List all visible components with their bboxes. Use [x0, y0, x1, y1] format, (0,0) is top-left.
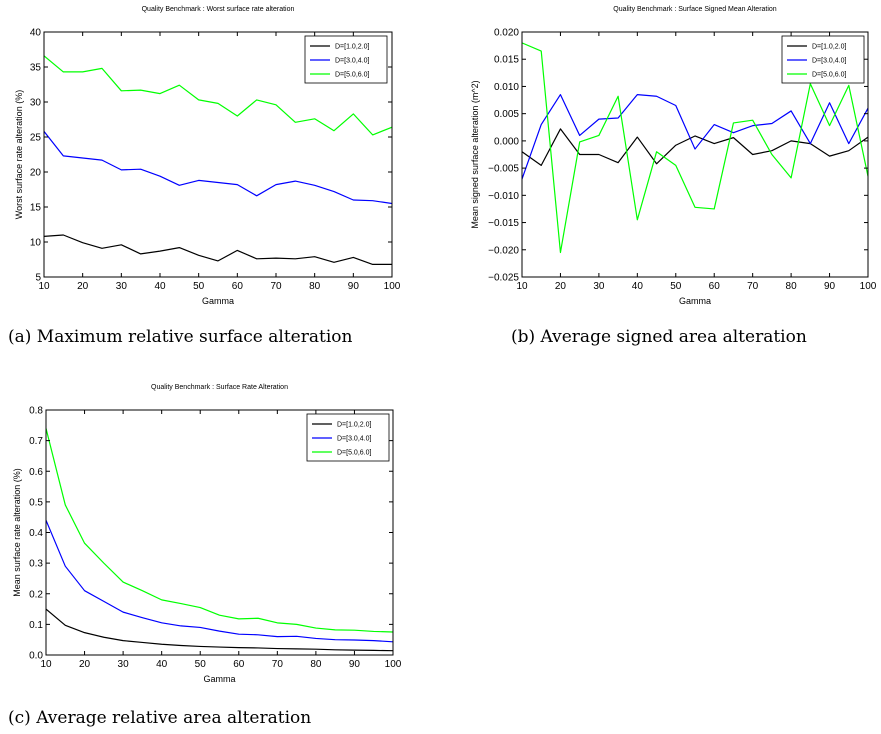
x-tick-label: 80 [309, 281, 321, 292]
x-tick-label: 10 [516, 281, 528, 292]
x-tick-label: 20 [555, 281, 567, 292]
x-tick-label: 40 [156, 659, 168, 670]
series-group [46, 428, 393, 652]
series-group [522, 42, 868, 254]
legend-label-3: D=[5.0,6.0] [337, 450, 371, 457]
x-tick-label: 20 [79, 659, 91, 670]
x-tick-label: 30 [118, 659, 130, 670]
plot-frame [521, 31, 869, 278]
chart-title: Quality Benchmark : Worst surface rate a… [142, 6, 295, 13]
y-tick-label: 15 [30, 203, 42, 214]
y-tick-label: −0.025 [488, 273, 519, 284]
x-tick-label: 30 [593, 281, 605, 292]
y-axis-label: Mean surface rate alteration (%) [12, 468, 22, 597]
x-tick-label: 50 [670, 281, 682, 292]
chart-b-svg: Quality Benchmark : Surface Signed Mean … [470, 6, 877, 306]
y-axis-label: Worst surface rate alteration (%) [14, 90, 24, 219]
y-axis-label: Mean signed surface alteration (m^2) [470, 80, 480, 228]
series-line-3 [44, 55, 392, 136]
x-tick-label: 80 [310, 659, 322, 670]
series-line-1 [46, 608, 393, 652]
y-tick-label: −0.020 [488, 245, 519, 256]
x-tick-label: 20 [77, 281, 89, 292]
chart-title: Quality Benchmark : Surface Signed Mean … [613, 6, 777, 13]
y-tick-label: 0.4 [29, 528, 43, 539]
x-tick-label: 100 [384, 281, 401, 292]
series-line-3 [522, 42, 868, 254]
y-tick-label: 25 [30, 133, 42, 144]
y-tick-label: 0.005 [494, 109, 519, 120]
y-tick-label: −0.005 [488, 164, 519, 175]
y-tick-label: 0.5 [29, 497, 43, 508]
y-tick-label: 0.8 [29, 406, 43, 417]
y-tick-label: 0.015 [494, 55, 519, 66]
x-tick-label: 50 [193, 281, 205, 292]
x-tick-label: 40 [154, 281, 166, 292]
x-tick-label: 50 [195, 659, 207, 670]
x-tick-label: 30 [116, 281, 128, 292]
caption-a: (a) Maximum relative surface alteration [8, 327, 353, 347]
chart-title: Quality Benchmark : Surface Rate Alterat… [151, 384, 288, 391]
y-tick-label: 40 [30, 28, 42, 39]
legend-label-2: D=[3.0,4.0] [812, 58, 846, 65]
y-tick-label: −0.015 [488, 218, 519, 229]
x-tick-label: 90 [349, 659, 361, 670]
y-tick-label: 20 [30, 168, 42, 179]
x-tick-label: 10 [40, 659, 52, 670]
plot-frame [43, 31, 393, 278]
y-tick-label: −0.010 [488, 191, 519, 202]
chart-b: Quality Benchmark : Surface Signed Mean … [440, 0, 881, 320]
chart-c: Quality Benchmark : Surface Rate Alterat… [0, 378, 440, 698]
legend-label-3: D=[5.0,6.0] [812, 72, 846, 79]
legend-label-2: D=[3.0,4.0] [335, 58, 369, 65]
x-tick-label: 90 [824, 281, 836, 292]
x-tick-label: 80 [786, 281, 798, 292]
y-tick-label: 0.3 [29, 559, 43, 570]
chart-c-svg: Quality Benchmark : Surface Rate Alterat… [12, 384, 402, 684]
x-tick-label: 100 [385, 659, 402, 670]
x-tick-label: 70 [270, 281, 282, 292]
y-tick-label: 0.7 [29, 436, 43, 447]
series-group [44, 55, 392, 265]
x-tick-label: 90 [348, 281, 360, 292]
x-tick-label: 60 [233, 659, 245, 670]
legend-label-1: D=[1.0,2.0] [812, 44, 846, 51]
y-tick-label: 0.000 [494, 136, 519, 147]
y-tick-label: 0.1 [29, 620, 43, 631]
x-axis-label: Gamma [679, 296, 711, 306]
legend-label-3: D=[5.0,6.0] [335, 72, 369, 79]
series-line-2 [44, 131, 392, 205]
x-axis-label: Gamma [203, 674, 235, 684]
y-tick-label: 10 [30, 238, 42, 249]
y-tick-label: 0.0 [29, 651, 43, 662]
x-tick-label: 40 [632, 281, 644, 292]
y-tick-label: 30 [30, 98, 42, 109]
legend-label-1: D=[1.0,2.0] [335, 44, 369, 51]
series-line-1 [44, 234, 392, 265]
x-tick-label: 10 [38, 281, 50, 292]
series-line-2 [46, 520, 393, 643]
chart-a-svg: Quality Benchmark : Worst surface rate a… [14, 6, 401, 306]
x-tick-label: 100 [860, 281, 877, 292]
caption-c: (c) Average relative area alteration [8, 708, 312, 728]
x-tick-label: 70 [747, 281, 759, 292]
y-tick-label: 0.020 [494, 28, 519, 39]
y-tick-label: 0.010 [494, 82, 519, 93]
y-tick-label: 0.6 [29, 467, 43, 478]
legend-label-2: D=[3.0,4.0] [337, 436, 371, 443]
x-axis-label: Gamma [202, 296, 234, 306]
y-tick-label: 0.2 [29, 589, 43, 600]
x-tick-label: 60 [232, 281, 244, 292]
series-line-3 [46, 428, 393, 633]
y-tick-label: 5 [35, 273, 41, 284]
series-line-2 [522, 94, 868, 180]
x-tick-label: 70 [272, 659, 284, 670]
caption-b: (b) Average signed area alteration [511, 327, 807, 347]
legend-label-1: D=[1.0,2.0] [337, 422, 371, 429]
y-tick-label: 35 [30, 63, 42, 74]
x-tick-label: 60 [709, 281, 721, 292]
chart-a: Quality Benchmark : Worst surface rate a… [0, 0, 440, 320]
series-line-1 [522, 128, 868, 166]
